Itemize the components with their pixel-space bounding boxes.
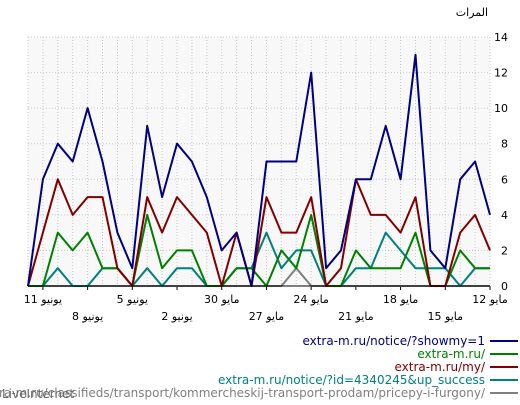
- y-tick-label: 12: [494, 67, 508, 80]
- series-line: [27, 178, 491, 287]
- legend-label: extra-m.ru/my/: [394, 360, 485, 374]
- x-tick-label: 5 يونيو: [117, 293, 148, 306]
- y-tick-label: 0: [501, 280, 508, 293]
- legend-label: extra-m.ru/notice/?id=4340245&up_success: [218, 373, 485, 387]
- x-tick-label: 18 مايو: [383, 293, 419, 306]
- legend-label: extra-m.ru/: [417, 347, 486, 361]
- y-tick-label: 4: [501, 209, 508, 222]
- x-tick-label: 24 مايو: [293, 293, 329, 306]
- footer-site-label: LiveInternet: [2, 387, 74, 401]
- y-tick-label: 8: [501, 138, 508, 151]
- legend: extra-m.ru/notice/?showmy=1extra-m.ru/ex…: [0, 334, 518, 400]
- y-tick-label: 10: [494, 102, 508, 115]
- x-tick-label: 2 يونيو: [161, 310, 192, 323]
- y-axis-label: المرات: [456, 6, 488, 19]
- y-tick-label: 2: [501, 244, 508, 257]
- y-tick-label: 14: [494, 31, 508, 44]
- x-axis-ticks: 12 مايو 18 مايو 24 مايو 30 مايو 5 يونيو 11 يو…: [24, 286, 508, 323]
- x-tick-label: 21 مايو: [338, 310, 374, 323]
- legend-label: extra-m.ru/notice/?showmy=1: [302, 334, 485, 348]
- series-line: [28, 213, 490, 287]
- x-tick-label: 15 مايو: [428, 310, 464, 323]
- x-tick-label: 27 مايو: [249, 310, 285, 323]
- y-axis-ticks: 0 2 4 6 8 10 12 14: [494, 31, 508, 293]
- x-tick-label: 11 يونيو: [24, 293, 62, 306]
- series-line: [27, 53, 491, 287]
- y-tick-label: 6: [501, 173, 508, 186]
- legend-label: extra-m.ru/classifieds/transport/kommerc…: [0, 386, 486, 400]
- x-tick-label: 8 يونيو: [72, 310, 103, 323]
- x-tick-label: 12 مايو: [472, 293, 508, 306]
- x-tick-label: 30 مايو: [204, 293, 240, 306]
